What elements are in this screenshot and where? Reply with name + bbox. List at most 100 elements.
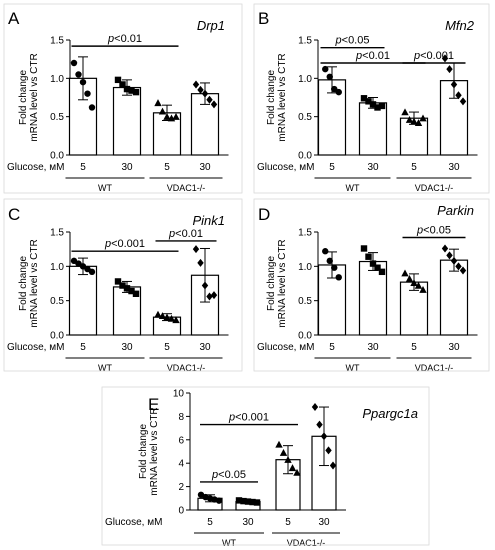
y-axis-label: Fold change	[266, 256, 277, 311]
p-threshold: <0.05	[218, 469, 246, 481]
y-tick-label: 0.0	[50, 151, 64, 162]
panel-letter: B	[258, 9, 269, 28]
glucose-label: Glucose, мM	[105, 517, 162, 528]
p-threshold: <0.01	[362, 50, 390, 62]
y-tick-label: 8	[178, 412, 184, 423]
p-symbol: p	[107, 33, 114, 45]
p-value-label: p<0.05	[335, 35, 370, 47]
y-tick-label: 1.5	[50, 228, 64, 239]
panel-c: C Pink1 Fold change mRNA level vs CTR 0.0 0.5…	[3, 198, 243, 373]
data-point	[119, 282, 126, 289]
panel-letter: A	[8, 9, 20, 28]
glucose-label: Glucose, мM	[257, 162, 314, 173]
data-point	[154, 99, 162, 107]
data-point	[123, 85, 131, 93]
data-point	[244, 498, 252, 505]
panel-frame	[3, 198, 243, 372]
data-point	[201, 89, 209, 98]
group-label: WT	[98, 183, 112, 193]
data-point	[446, 65, 453, 74]
data-point	[316, 420, 323, 429]
x-category-label: 30	[121, 162, 133, 173]
y-axis-label: Fold change	[18, 256, 29, 311]
p-threshold: <0.05	[423, 224, 451, 236]
group-label: WT	[346, 183, 360, 193]
data-point	[419, 285, 427, 293]
x-category-label: 5	[164, 342, 170, 353]
p-symbol: p	[335, 35, 342, 47]
y-tick-label: 6	[178, 435, 184, 446]
y-axis-label: Fold change	[266, 70, 277, 125]
x-category-label: 5	[411, 342, 417, 353]
x-category-label: 30	[242, 517, 254, 528]
data-point	[210, 291, 218, 300]
group-label: VDAC1-/-	[167, 363, 206, 373]
data-point	[459, 97, 467, 106]
p-value-label: p<0.01	[107, 33, 142, 45]
data-point	[75, 71, 82, 78]
data-point	[369, 101, 377, 108]
y-tick-label: 1.0	[50, 262, 64, 273]
data-point	[401, 108, 409, 116]
data-point	[88, 268, 96, 276]
panel-e: E Ppargc1a Fold change mRNA level vs CTR 0 2 4…	[101, 386, 430, 548]
y-axis-label: mRNA level vs CTR	[29, 239, 40, 327]
data-point	[311, 403, 319, 412]
data-point	[410, 117, 418, 125]
gene-title: Parkin	[437, 203, 474, 218]
x-category-label: 30	[121, 342, 133, 353]
group-label: WT	[346, 363, 360, 373]
data-point	[192, 80, 200, 89]
data-point	[326, 257, 333, 265]
data-point	[441, 54, 449, 63]
p-value-label: p<0.01	[355, 50, 390, 62]
data-point	[322, 65, 329, 73]
group-label: WT	[222, 538, 236, 548]
bar	[68, 265, 98, 336]
data-point	[401, 269, 409, 277]
data-point	[378, 102, 386, 110]
data-point	[293, 468, 301, 476]
panel-frame	[101, 386, 430, 546]
data-point	[132, 290, 140, 297]
data-point	[441, 244, 449, 253]
data-point	[192, 245, 200, 254]
y-tick-label: 4	[178, 459, 184, 470]
data-point	[365, 98, 372, 105]
data-point	[163, 112, 171, 120]
data-point	[197, 85, 204, 94]
data-point	[455, 262, 462, 271]
p-symbol: p	[355, 50, 362, 62]
data-point	[455, 91, 462, 100]
data-point	[288, 464, 297, 472]
data-point	[167, 314, 176, 322]
p-symbol: p	[416, 224, 423, 236]
data-point	[163, 313, 171, 321]
bar	[358, 102, 388, 156]
y-axis-label: Fold change	[138, 424, 149, 479]
y-tick-label: 0.5	[50, 112, 64, 123]
data-point	[446, 251, 453, 260]
data-point	[360, 245, 368, 252]
data-point	[325, 446, 332, 455]
x-category-label: 30	[367, 342, 379, 353]
data-point	[279, 448, 288, 456]
x-category-label: 30	[448, 342, 460, 353]
data-point	[154, 310, 162, 318]
data-point	[158, 107, 167, 115]
data-point	[206, 95, 213, 104]
panel-letter: C	[8, 205, 20, 224]
y-tick-label: 1.5	[298, 228, 312, 239]
y-tick-label: 2	[178, 482, 184, 493]
panel-frame	[253, 3, 490, 194]
y-axis-label: mRNA level vs CTR	[277, 53, 288, 141]
group-label: VDAC1-/-	[415, 363, 454, 373]
data-point	[249, 498, 256, 506]
panel-letter: D	[258, 205, 270, 224]
p-value-label: p<0.01	[168, 228, 203, 240]
p-value-label: p<0.001	[104, 238, 145, 250]
y-tick-label: 0.5	[298, 112, 312, 123]
data-point	[410, 279, 418, 287]
p-value-label: p<0.001	[413, 50, 454, 62]
